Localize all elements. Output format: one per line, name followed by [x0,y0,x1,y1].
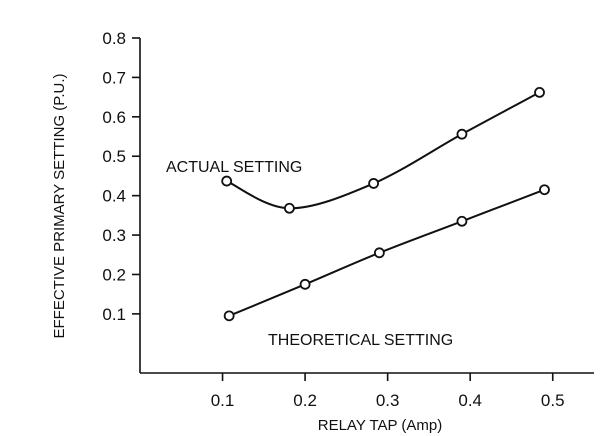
series-label-actual-setting: ACTUAL SETTING [166,159,302,176]
x-axis-label: RELAY TAP (Amp) [318,417,443,434]
data-point-marker [368,178,380,189]
x-tick-label: 0.3 [376,391,400,410]
data-point-marker [456,128,468,140]
data-point-marker [373,247,385,259]
y-tick-label: 0.6 [102,108,126,127]
data-point-marker [221,175,233,187]
series-label-theoretical-setting: THEORETICAL SETTING [268,332,453,349]
y-tick-label: 0.1 [102,305,126,324]
y-axis-label: EFFECTIVE PRIMARY SETTING (P.U.) [51,73,68,338]
data-point-marker [223,310,235,322]
x-tick-label: 0.2 [293,391,317,410]
x-tick-label: 0.5 [541,391,565,410]
x-tick-label: 0.1 [211,391,235,410]
actual-setting-curve [226,91,540,210]
y-tick-label: 0.4 [102,187,126,206]
data-point-marker [284,202,295,214]
data-point-marker [299,278,311,290]
data-point-marker [456,215,468,227]
series-layer [221,86,550,322]
y-tick-label: 0.3 [102,226,126,245]
y-tick-label: 0.5 [102,147,126,166]
theoretical-setting-line [228,188,545,317]
y-tick-label: 0.7 [102,68,126,87]
y-tick-label: 0.2 [102,265,126,284]
y-tick-label: 0.8 [102,29,126,48]
y-ticks: 0.1 0.2 0.3 0.4 0.5 0.6 0.7 0.8 [102,29,140,324]
x-tick-label: 0.4 [458,391,482,410]
data-point-marker [534,86,545,98]
data-point-marker [539,184,550,196]
x-ticks: 0.1 0.2 0.3 0.4 0.5 [211,373,565,410]
